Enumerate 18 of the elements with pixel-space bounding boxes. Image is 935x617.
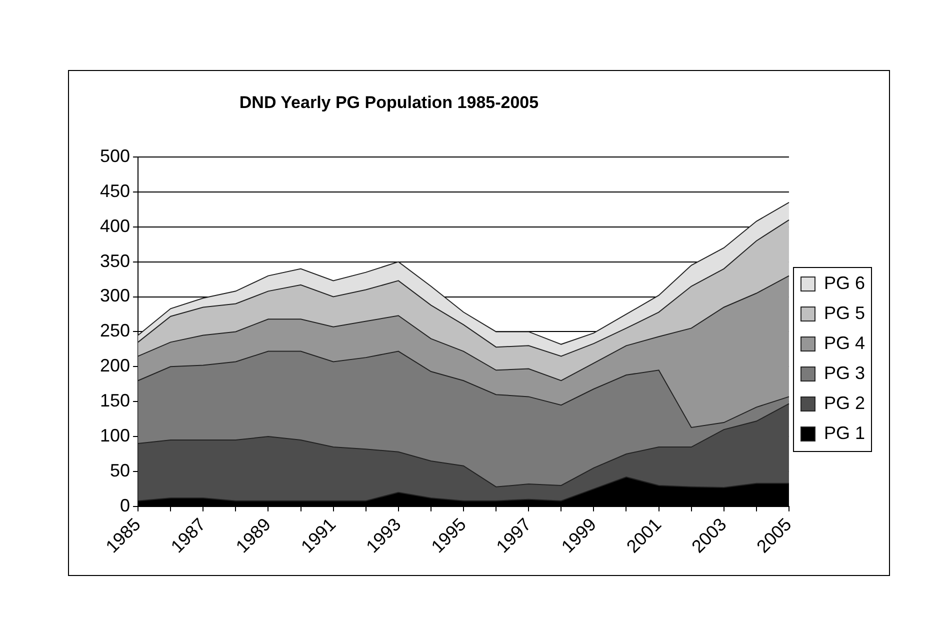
y-tick-label: 350	[100, 250, 130, 271]
y-tick-label: 500	[100, 146, 130, 166]
y-tick-label: 50	[110, 460, 130, 480]
y-tick-label: 400	[100, 216, 130, 236]
legend-label: PG 5	[824, 302, 866, 323]
legend-label: PG 6	[824, 272, 866, 293]
chart-title: DND Yearly PG Population 1985-2005	[238, 93, 540, 113]
legend-label: PG 2	[824, 392, 866, 413]
legend-label: PG 4	[824, 332, 866, 353]
legend-label: PG 1	[824, 422, 866, 443]
y-tick-label: 300	[100, 286, 130, 306]
y-tick-label: 0	[120, 495, 130, 516]
legend-label: PG 3	[824, 362, 866, 383]
y-tick-label: 250	[100, 320, 130, 341]
y-tick-label: 100	[100, 426, 130, 446]
y-tick-label: 450	[100, 180, 130, 201]
y-tick-label: 200	[100, 356, 130, 376]
y-tick-label: 150	[100, 390, 130, 411]
